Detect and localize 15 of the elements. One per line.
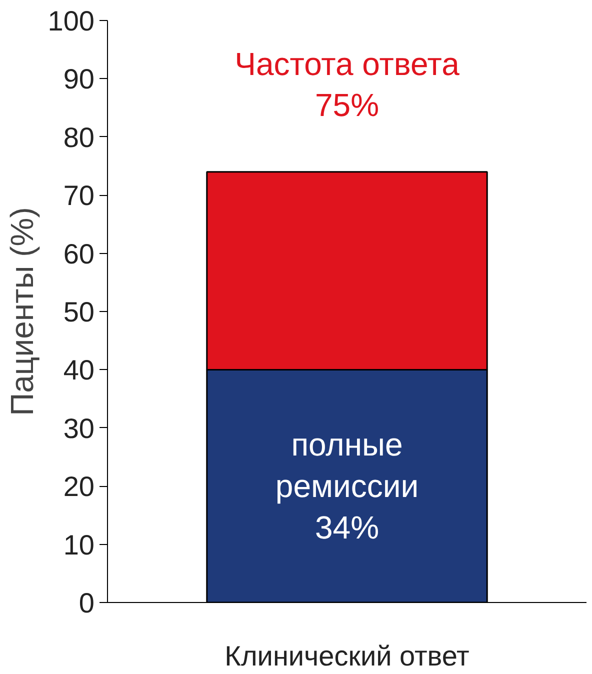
- y-tick-label: 60: [63, 238, 95, 270]
- annotation: Частота ответа 75%: [234, 46, 460, 124]
- y-tick-label: 20: [63, 471, 95, 502]
- y-tick-label: 30: [63, 412, 95, 444]
- y-axis-title: Пациенты (%): [4, 207, 40, 416]
- y-tick-label: 80: [63, 122, 95, 153]
- y-tick-label: 70: [63, 180, 95, 212]
- y-tick-label: 90: [63, 64, 95, 95]
- y-tick-label: 50: [63, 296, 95, 328]
- y-tick-label: 100: [48, 6, 94, 36]
- annotation: полные ремиссии 34%: [275, 426, 419, 546]
- x-tick-label: Клинический ответ: [224, 640, 470, 672]
- y-tick-label: 10: [63, 529, 95, 560]
- y-tick-label: 0: [78, 588, 95, 618]
- y-tick-label: 40: [63, 354, 95, 386]
